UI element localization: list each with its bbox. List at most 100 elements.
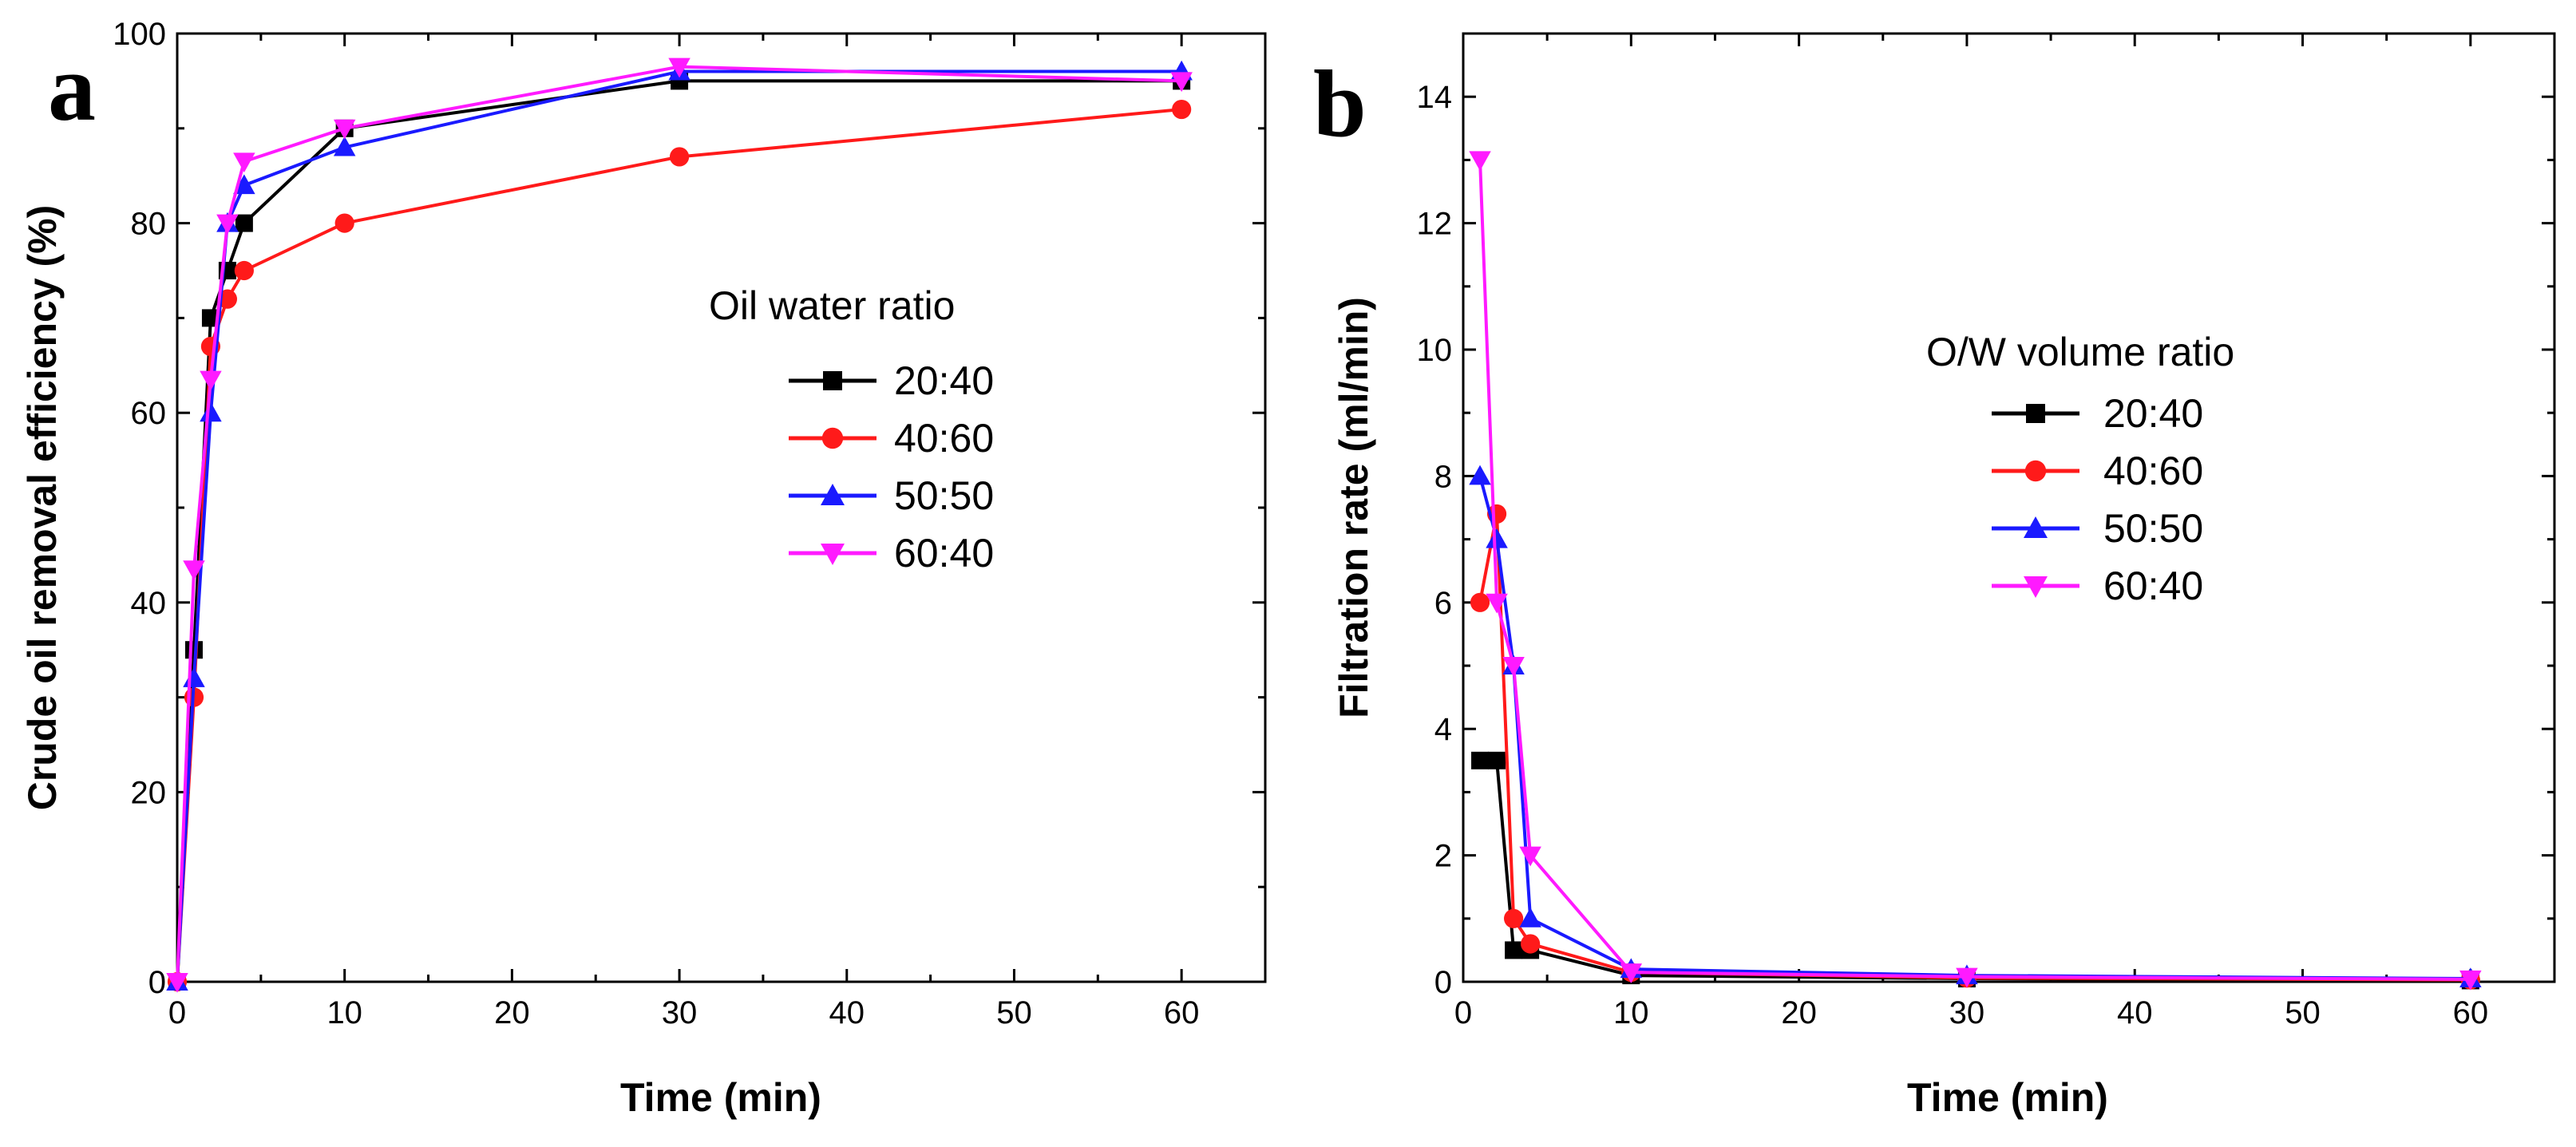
legend-label: 60:40 [894,531,994,575]
legend-marker [2024,576,2048,598]
y-axis-title: Filtration rate (ml/min) [1332,297,1376,718]
data-point [1486,593,1508,614]
data-point [1486,528,1508,548]
data-point [668,57,690,78]
legend-label: 40:60 [894,416,994,461]
legend-marker [2026,404,2045,423]
legend-marker [821,484,845,505]
data-point [166,973,188,993]
x-tick-label: 30 [1949,995,1985,1030]
panel-a: 0 10 20 30 40 50 60 0 20 40 60 80 100 Time (min) Crude… [20,17,1267,1120]
legend-marker [2024,516,2048,538]
x-tick-label: 60 [1164,995,1200,1030]
data-point [1469,151,1491,172]
data-point [216,214,239,235]
series-60-40 [166,57,1193,993]
data-point [333,136,356,156]
data-point [235,214,253,232]
data-point [1956,967,1978,988]
series-line [1478,512,2471,982]
legend-title: O/W volume ratio [1926,330,2234,374]
series-line [176,69,1182,983]
data-point [200,401,222,422]
legend-label: 60:40 [2103,564,2203,608]
data-point [1620,963,1643,983]
y-tick-label: 6 [1434,586,1452,621]
data-point [1503,908,1524,928]
legend-marker [2024,460,2047,482]
y-tick-label: 40 [131,586,167,621]
plot-frame [176,32,1267,983]
series-60-40 [1469,151,2482,991]
y-tick-label: 14 [1417,80,1453,115]
series-40-60 [1470,504,2480,990]
data-point [1519,908,1541,927]
legend-marker [821,544,845,565]
series-line [176,65,1182,983]
data-point [234,260,254,281]
x-tick-label: 60 [2453,995,2489,1030]
panel-b: 0 10 20 30 40 50 60 0 2 4 6 8 10 12 14 Time (min) Filtra… [1313,32,2556,1120]
series-20-40 [168,72,1191,991]
panel-letter: b [1313,50,1367,156]
legend-label: 50:50 [894,473,994,518]
panel-letter: a [48,34,96,140]
data-point [1471,751,1490,769]
data-point [233,174,255,195]
data-point [1170,72,1193,93]
series-50-50 [1469,465,2482,988]
series-line [1478,475,2471,981]
y-tick-label: 0 [148,965,166,1000]
data-point [1470,592,1490,612]
legend-label: 20:40 [2103,391,2203,436]
legend-title: Oil water ratio [709,283,955,328]
data-point [333,119,356,140]
series-line [1478,160,2471,981]
x-tick-label: 10 [326,995,362,1030]
data-point [233,152,255,173]
plot-frame [1462,32,2556,983]
legend-label: 50:50 [2103,506,2203,551]
x-axis-title: Time (min) [1907,1075,2108,1120]
data-point [1488,751,1506,769]
data-point [1502,657,1525,677]
data-point [183,560,205,580]
x-tick-label: 50 [2285,995,2321,1030]
legend-label: 20:40 [894,358,994,403]
series-line [176,108,1182,983]
y-tick-label: 10 [1417,333,1453,368]
data-point [183,667,205,687]
series-20-40 [1471,751,2479,990]
data-point [1521,934,1541,954]
y-tick-label: 100 [113,17,166,52]
y-axis-title: Crude oil removal efficiency (%) [20,205,65,811]
y-tick-label: 2 [1434,839,1452,874]
legend: O/W volume ratio 20:40 40:60 50:50 60:40 [1926,330,2234,608]
data-point [334,213,354,233]
x-tick-label: 0 [168,995,186,1030]
data-point [200,370,222,391]
x-tick-label: 30 [662,995,698,1030]
legend-marker [821,427,844,449]
x-tick-label: 50 [996,995,1032,1030]
x-tick-label: 20 [494,995,530,1030]
y-tick-label: 12 [1417,207,1453,242]
legend: Oil water ratio 20:40 40:60 50:50 60:40 [709,283,994,575]
series-40-60 [167,99,1192,992]
legend-label: 40:60 [2103,449,2203,493]
series-line [176,79,1182,983]
data-point [1519,846,1541,867]
y-tick-label: 0 [1434,965,1452,1000]
data-point [2459,970,2482,991]
legend-marker [823,371,842,390]
data-point [1469,465,1491,485]
x-tick-label: 0 [1454,995,1472,1030]
y-tick-label: 8 [1434,459,1452,494]
y-tick-label: 80 [131,207,167,242]
series-line [1480,758,2471,983]
data-point [669,147,690,167]
data-point [201,309,220,327]
x-tick-label: 10 [1613,995,1649,1030]
x-tick-label: 20 [1781,995,1817,1030]
